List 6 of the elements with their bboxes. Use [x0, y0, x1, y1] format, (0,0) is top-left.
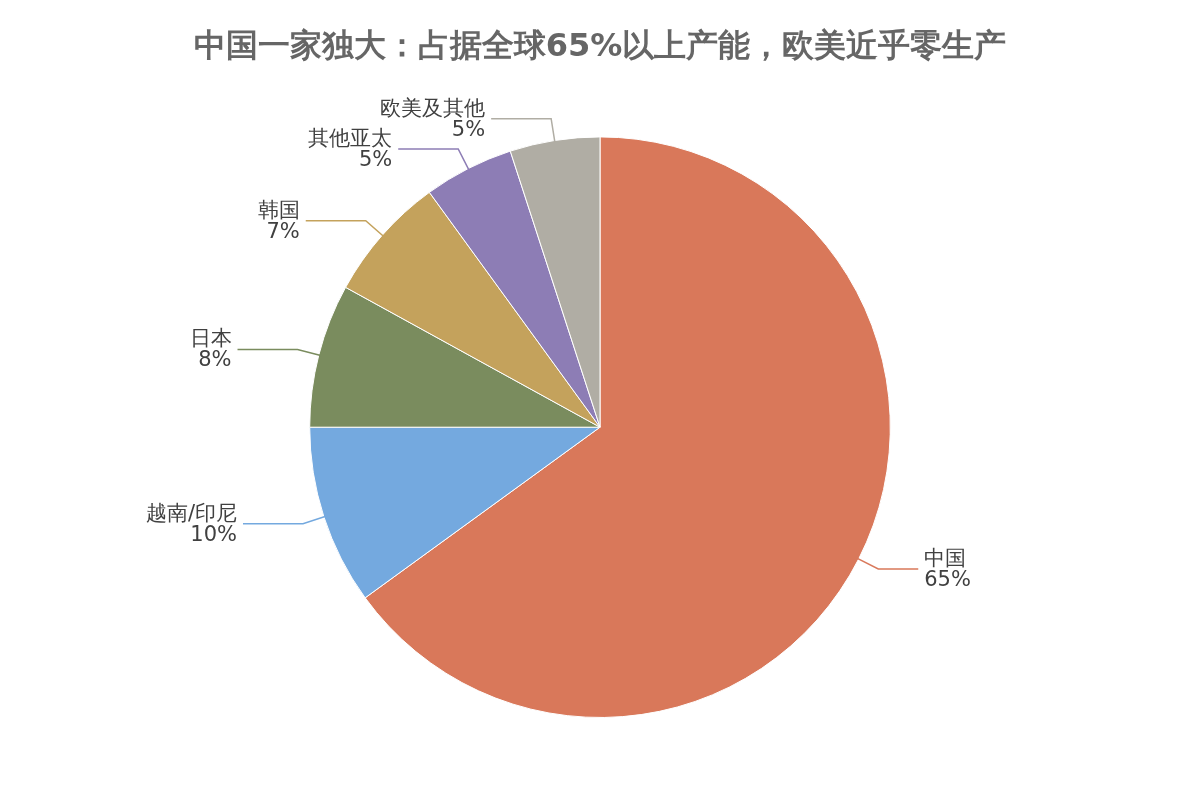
slice-label: 韩国 [257, 197, 300, 222]
chart-title: 中国一家独大：占据全球65%以上产能，欧美近乎零生产 [193, 25, 1007, 64]
slice-label: 其他亚太 [308, 125, 393, 150]
slice-label: 欧美及其他 [380, 95, 486, 120]
slice-label: 越南/印尼 [145, 500, 237, 525]
slice-label: 中国 [924, 545, 967, 570]
